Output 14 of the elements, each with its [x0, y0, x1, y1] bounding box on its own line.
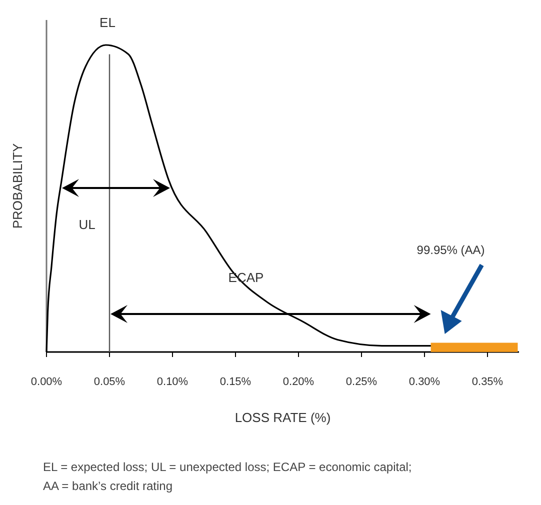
x-tick-label: 0.00% — [30, 376, 62, 388]
x-tick-label: 0.10% — [156, 376, 188, 388]
x-tick-label: 0.15% — [220, 376, 252, 388]
annotation: UL — [78, 217, 96, 232]
x-tick-label: 0.25% — [346, 376, 378, 388]
x-tick-label: 0.05% — [94, 376, 126, 388]
annotation: 99.95% (AA) — [416, 243, 485, 257]
y-axis-title: PROBABILITY — [10, 143, 25, 229]
x-tick-label: 0.35% — [472, 376, 504, 388]
x-axis-title: LOSS RATE (%) — [234, 410, 331, 425]
text: EL = expected loss; UL = unexpected loss; ECAP = economic capital; AA = bank’s credit rating — [43, 460, 412, 493]
x-tick-label: 0.20% — [282, 376, 314, 388]
x-tick-label: 0.30% — [408, 376, 440, 388]
ref-line-label: EL — [100, 15, 116, 30]
